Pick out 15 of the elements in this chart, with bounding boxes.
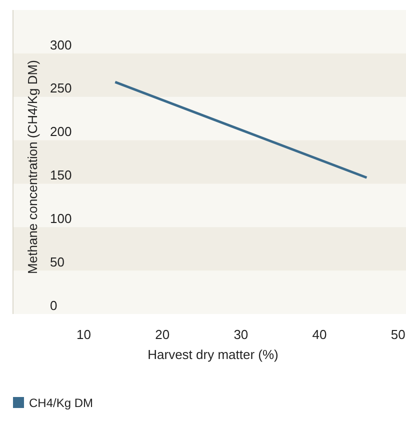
y-tick-label: 150 — [50, 168, 72, 183]
x-tick-label: 50 — [390, 327, 406, 342]
x-axis-title: Harvest dry matter (%) — [148, 347, 278, 362]
y-tick-label: 50 — [50, 254, 64, 270]
y-tick-label: 200 — [50, 124, 72, 140]
x-tick-label: 40 — [312, 327, 327, 342]
y-axis-title: Methane concentration (CH4/Kg DM) — [25, 60, 40, 274]
y-tick-label: 250 — [50, 80, 72, 96]
y-tick-label: 300 — [50, 37, 72, 52]
x-tick-label: 20 — [155, 327, 170, 342]
y-tick-label: 0 — [50, 298, 58, 313]
x-tick-label: 30 — [234, 327, 248, 342]
y-tick-label: 100 — [50, 211, 72, 226]
x-tick-label: 10 — [76, 327, 91, 342]
legend-label: CH4/Kg DM — [29, 396, 94, 410]
